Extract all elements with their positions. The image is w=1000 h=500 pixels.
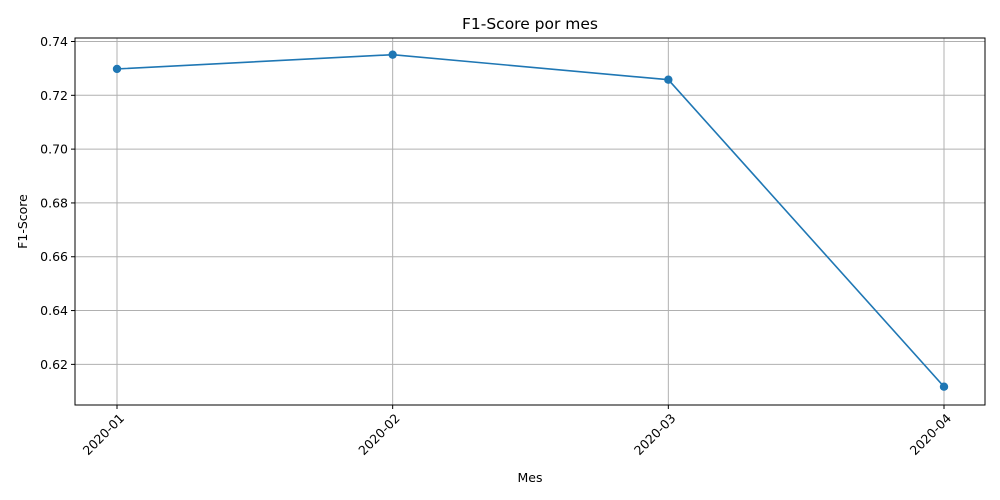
series-layer [112,50,949,391]
chart-title: F1-Score por mes [462,15,598,33]
plot-frame [74,37,986,406]
y-tick-label: 0.70 [40,142,68,157]
x-tick-label: 2020-03 [631,411,679,459]
y-tick-label: 0.64 [40,303,68,318]
x-tick-label: 2020-01 [80,411,128,459]
data-point [388,50,397,59]
y-tick-label: 0.72 [40,88,68,103]
data-point [939,382,949,391]
y-tick-label: 0.62 [40,357,68,372]
data-point [664,75,673,84]
series-line [116,53,945,388]
grid [75,38,985,405]
data-point [112,64,122,74]
y-axis-label: F1-Score [15,194,30,249]
x-tick-label: 2020-02 [355,411,403,459]
y-tick-label: 0.68 [40,195,68,210]
x-axis-label: Mes [518,470,543,485]
y-tick-label: 0.74 [40,34,68,49]
y-tick-label: 0.66 [40,249,68,264]
x-tick-label: 2020-04 [907,410,955,458]
